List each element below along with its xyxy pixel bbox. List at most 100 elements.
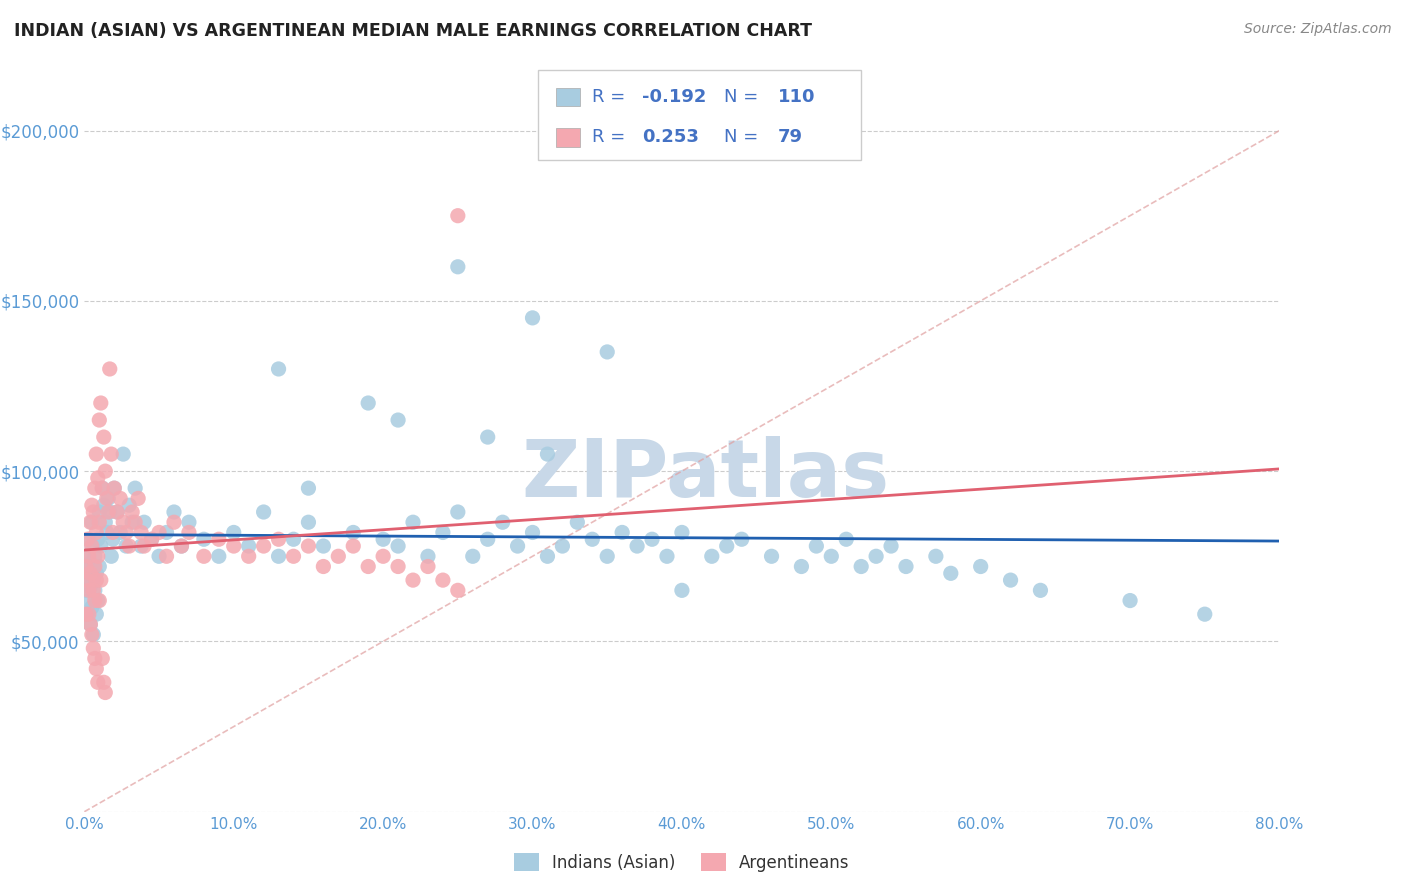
Point — [86, 447, 108, 461]
Point — [387, 413, 409, 427]
Point — [76, 607, 98, 622]
FancyBboxPatch shape — [538, 70, 862, 160]
Point — [87, 675, 110, 690]
Point — [596, 549, 619, 564]
Point — [163, 515, 186, 529]
Text: -0.192: -0.192 — [643, 88, 707, 106]
Point — [112, 447, 135, 461]
Point — [477, 533, 499, 547]
Point — [432, 573, 454, 587]
Point — [132, 539, 156, 553]
Point — [222, 539, 245, 553]
Point — [253, 505, 276, 519]
Point — [129, 525, 152, 540]
Point — [612, 525, 634, 540]
Text: N =: N = — [724, 88, 763, 106]
Text: 0.253: 0.253 — [643, 128, 699, 146]
Point — [129, 539, 152, 553]
Point — [118, 498, 141, 512]
Point — [1000, 573, 1022, 587]
Point — [86, 573, 108, 587]
Point — [127, 491, 149, 506]
Point — [121, 515, 143, 529]
Point — [76, 549, 98, 564]
Point — [790, 559, 813, 574]
Text: 79: 79 — [778, 128, 803, 146]
Point — [806, 539, 828, 553]
Point — [536, 549, 558, 564]
Point — [89, 559, 111, 574]
Point — [461, 549, 484, 564]
Point — [835, 533, 858, 547]
Point — [94, 464, 117, 478]
Point — [86, 607, 108, 622]
Point — [93, 675, 115, 690]
Point — [1029, 583, 1052, 598]
Point — [536, 447, 558, 461]
Point — [77, 607, 100, 622]
Point — [75, 583, 97, 598]
Point — [77, 533, 100, 547]
Point — [596, 345, 619, 359]
Point — [297, 515, 319, 529]
Point — [98, 505, 121, 519]
Point — [238, 539, 260, 553]
Point — [83, 583, 105, 598]
Point — [110, 525, 132, 540]
Text: 110: 110 — [778, 88, 815, 106]
Point — [297, 481, 319, 495]
Point — [103, 481, 125, 495]
Point — [432, 525, 454, 540]
Point — [80, 498, 103, 512]
Point — [177, 515, 200, 529]
Point — [103, 481, 125, 495]
Point — [447, 260, 470, 274]
Point — [387, 539, 409, 553]
Point — [83, 559, 105, 574]
Point — [101, 533, 124, 547]
Point — [79, 580, 101, 594]
Point — [83, 549, 105, 564]
Point — [655, 549, 678, 564]
Point — [82, 573, 104, 587]
Text: ZIPatlas: ZIPatlas — [522, 435, 890, 514]
Point — [208, 533, 231, 547]
Point — [820, 549, 842, 564]
Point — [89, 505, 111, 519]
Point — [94, 515, 117, 529]
Point — [880, 539, 903, 553]
Point — [416, 549, 439, 564]
Point — [75, 607, 97, 622]
Point — [155, 549, 177, 564]
Point — [76, 573, 98, 587]
Point — [297, 539, 319, 553]
Point — [328, 549, 350, 564]
Point — [82, 641, 104, 656]
Point — [87, 593, 110, 607]
Point — [402, 515, 425, 529]
Point — [208, 549, 231, 564]
Point — [416, 559, 439, 574]
Point — [80, 515, 103, 529]
Point — [1119, 593, 1142, 607]
Point — [77, 593, 100, 607]
Point — [522, 525, 544, 540]
Text: INDIAN (ASIAN) VS ARGENTINEAN MEDIAN MALE EARNINGS CORRELATION CHART: INDIAN (ASIAN) VS ARGENTINEAN MEDIAN MAL… — [14, 22, 813, 40]
Point — [170, 539, 193, 553]
Point — [83, 651, 105, 665]
Point — [83, 481, 105, 495]
Point — [193, 533, 215, 547]
Point — [894, 559, 917, 574]
Point — [93, 498, 115, 512]
Point — [105, 505, 128, 519]
Point — [86, 566, 108, 581]
Point — [342, 539, 364, 553]
Point — [373, 533, 395, 547]
Point — [267, 549, 290, 564]
Point — [77, 549, 100, 564]
Point — [148, 549, 170, 564]
Point — [170, 539, 193, 553]
Point — [851, 559, 873, 574]
Point — [312, 559, 335, 574]
Point — [87, 471, 110, 485]
